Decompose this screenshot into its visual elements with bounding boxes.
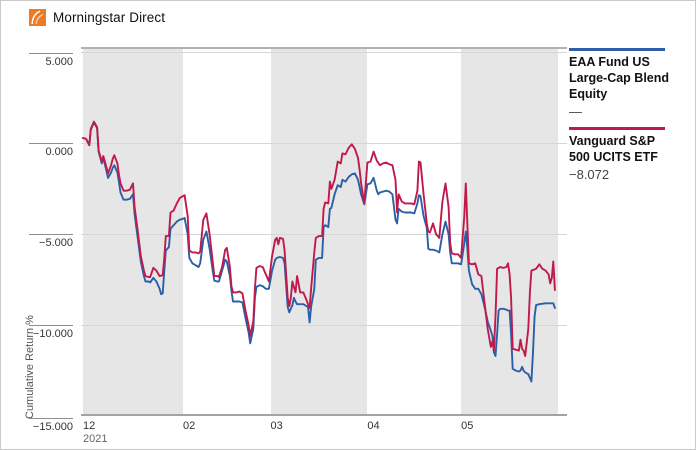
y-axis-tick-label: −10.000 [32, 328, 73, 341]
month-shading-band [83, 48, 183, 416]
y-axis-tick [29, 143, 73, 145]
app-header: Morningstar Direct [29, 9, 165, 26]
morningstar-logo-icon [29, 9, 46, 26]
legend-color-rule-red [569, 127, 665, 130]
series-lines [82, 120, 556, 383]
legend-series-value: −8.072 [569, 167, 610, 182]
y-axis-tick-label: 0.000 [45, 146, 73, 159]
legend-color-rule-blue [569, 48, 665, 51]
chart-legend: EAA Fund US Large-Cap Blend Equity — Van… [569, 48, 671, 182]
x-axis-tick-label: 03 [270, 420, 283, 432]
y-axis-tick [29, 418, 73, 419]
horizontal-gridline [81, 142, 567, 144]
y-axis-tick [29, 234, 73, 236]
legend-entry-eaa-fund[interactable]: EAA Fund US Large-Cap Blend Equity — [569, 48, 671, 119]
legend-series-name: Vanguard S&P 500 UCITS ETF [569, 134, 658, 164]
x-axis-year-label: 2021 [83, 433, 108, 445]
horizontal-gridline [81, 52, 567, 54]
series-line-eaa-fund[interactable] [82, 121, 556, 383]
legend-series-name: EAA Fund US Large-Cap Blend Equity [569, 55, 670, 101]
legend-series-value: — [569, 104, 582, 119]
app-title: Morningstar Direct [53, 10, 166, 25]
x-axis-tick-label: 05 [461, 420, 474, 432]
plot-top-border [81, 47, 567, 49]
y-axis-tick [29, 52, 73, 54]
month-shading-band [270, 48, 368, 416]
y-axis-tick [29, 325, 73, 327]
y-axis-tick-label: −5.000 [39, 237, 73, 250]
horizontal-gridline [81, 324, 567, 326]
plot-area[interactable] [81, 47, 567, 416]
x-axis-tick-label: 12 [83, 420, 96, 432]
x-axis-tick-label: 02 [183, 420, 196, 432]
legend-entry-vanguard[interactable]: Vanguard S&P 500 UCITS ETF −8.072 [569, 127, 671, 182]
x-axis-line [81, 414, 567, 416]
month-shading-band [461, 48, 558, 416]
x-axis-tick-label: 04 [367, 420, 380, 432]
y-axis-tick-label: −15.000 [32, 421, 73, 433]
y-axis-tick-label: 5.000 [45, 55, 73, 68]
series-line-vanguard[interactable] [82, 120, 556, 357]
